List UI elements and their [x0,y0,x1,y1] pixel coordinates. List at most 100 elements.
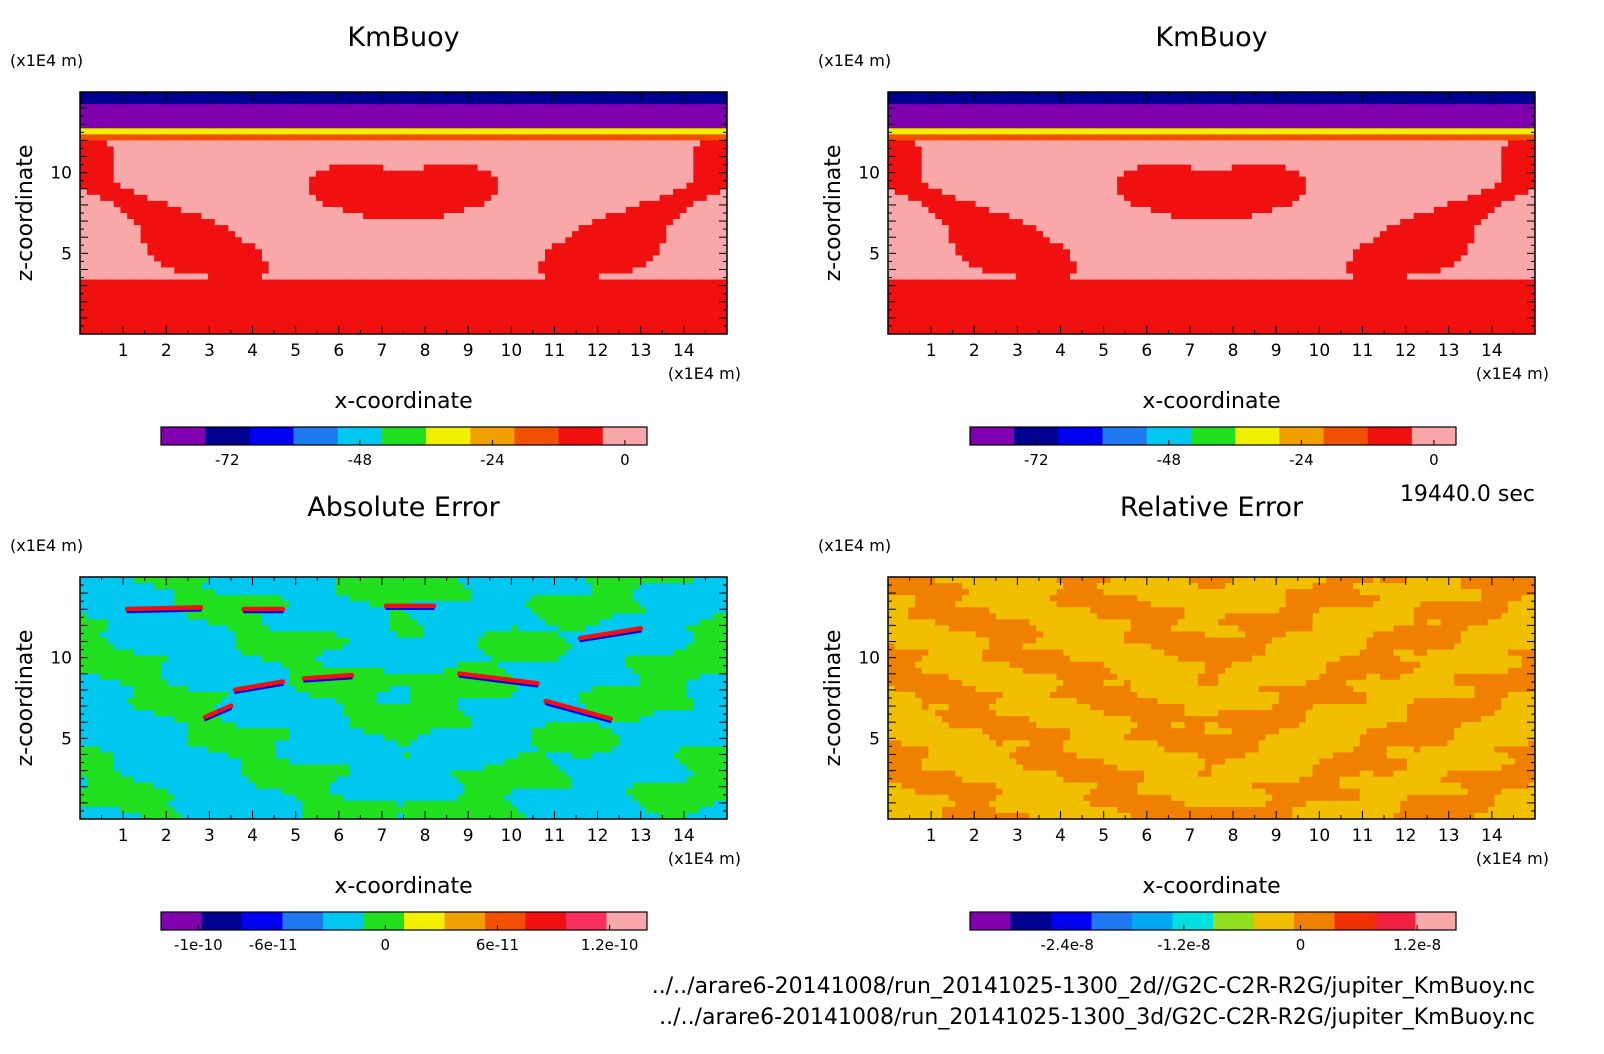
field-cell [659,261,667,269]
field-cell [113,170,122,178]
field-cell [612,249,620,256]
field-cell [113,164,122,172]
field-cell [106,134,115,141]
field-cell [619,231,627,238]
field-cell [894,158,903,166]
field-cell [80,122,88,129]
field-cell [720,194,727,202]
field-cell [565,291,573,299]
field-cell [1016,327,1024,334]
field-cell [140,315,148,323]
field-cell [1049,98,1058,105]
field-cell [93,231,101,238]
field-cell [228,285,236,293]
field-cell [989,140,997,148]
field-cell [100,309,108,317]
field-cell [288,104,297,111]
field-cell [295,279,304,287]
field-cell [86,327,95,334]
field-cell [329,321,337,329]
field-cell [241,182,250,190]
field-cell [1049,243,1058,250]
field-cell [430,255,438,262]
field-cell [410,152,418,160]
field-cell [928,116,936,123]
field-cell [955,327,963,334]
field-cell [639,104,647,111]
field-cell [693,243,701,250]
field-cell [1036,158,1044,166]
field-cell [80,116,88,123]
field-cell [1016,176,1024,184]
field-cell [342,273,351,281]
field-cell [491,237,499,244]
field-cell [585,315,593,323]
field-cell [383,134,391,141]
field-cell [93,315,101,323]
field-cell [113,140,122,148]
field-cell [914,110,923,117]
field-cell [598,279,607,287]
field-cell [538,213,546,220]
field-cell [147,225,155,232]
field-cell [315,249,324,256]
field-cell [194,273,202,281]
field-cell [255,225,263,232]
field-cell [565,122,573,129]
field-cell [187,219,196,226]
field-cell [679,321,688,329]
field-cell [646,327,654,334]
field-cell [396,261,405,269]
field-cell [639,200,647,208]
field-cell [666,243,674,250]
field-cell [228,110,236,117]
field-cell [908,206,916,214]
field-cell [538,206,546,214]
field-cell [545,243,553,250]
field-cell [396,116,405,123]
field-cell [975,92,983,99]
field-cell [309,297,317,305]
field-cell [174,164,182,172]
field-cell [982,285,990,293]
field-cell [396,134,405,141]
field-cell [430,92,438,99]
field-cell [504,146,512,154]
field-cell [470,249,479,256]
field-cell [235,200,243,208]
field-cell [659,158,667,166]
field-cell [288,176,297,184]
field-cell [410,104,418,111]
field-cell [160,285,169,293]
field-cell [140,206,148,214]
field-cell [349,249,357,256]
field-cell [518,176,526,184]
field-cell [894,291,903,299]
field-cell [679,249,688,256]
field-cell [93,237,101,244]
field-cell [504,267,512,275]
field-cell [720,297,727,305]
field-cell [241,104,250,111]
field-cell [174,297,182,305]
field-cell [625,255,634,262]
field-cell [968,243,977,250]
field-cell [154,104,162,111]
field-cell [410,267,418,275]
field-cell [632,200,640,208]
field-cell [275,225,283,232]
field-cell [147,285,155,293]
field-cell [329,315,337,323]
field-cell [518,110,526,117]
field-cell [342,231,351,238]
field-cell [450,225,459,232]
field-cell [430,249,438,256]
field-cell [221,188,229,196]
field-cell [201,146,209,154]
field-cell [288,231,297,238]
field-cell [679,128,688,135]
field-cell [578,297,587,305]
field-cell [914,243,923,250]
field-cell [261,237,270,244]
field-cell [497,98,506,105]
